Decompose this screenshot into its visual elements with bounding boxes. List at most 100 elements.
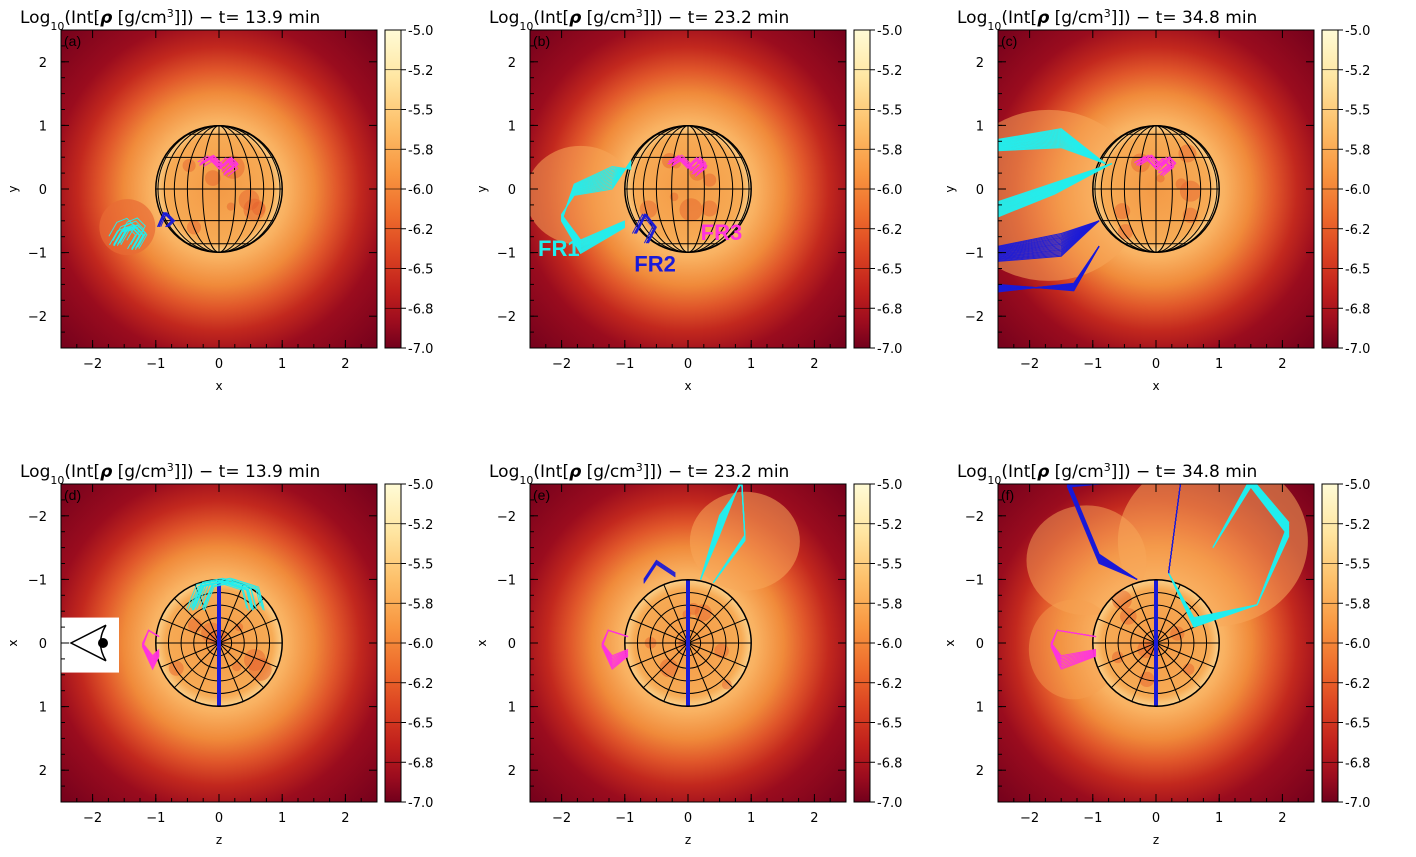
polar-spoke bbox=[687, 618, 747, 644]
polar-spoke bbox=[629, 642, 689, 668]
x-tick-label: −2 bbox=[83, 357, 102, 372]
colorbar-tick-label: -6.8 bbox=[408, 302, 433, 317]
polar-spoke bbox=[629, 618, 689, 644]
y-tick-label: 1 bbox=[508, 119, 516, 134]
fr2-field-line bbox=[160, 211, 176, 228]
active-region bbox=[679, 198, 703, 222]
panel-b: Log10(Int[ρ [g/cm3]]) − t= 23.2 minFR1FR… bbox=[475, 7, 902, 394]
y-tick-label: 2 bbox=[976, 764, 984, 779]
title-part: 3 bbox=[167, 461, 174, 474]
active-region bbox=[204, 170, 221, 186]
active-region bbox=[1120, 607, 1137, 625]
y-tick-label: 2 bbox=[39, 56, 47, 71]
panel-label: (b) bbox=[533, 33, 550, 49]
colorbar-tick-label: -5.0 bbox=[408, 478, 433, 493]
colorbar-tick-label: -5.5 bbox=[1345, 558, 1370, 573]
title-part: ]]) − t= bbox=[1111, 8, 1182, 28]
title-part: min bbox=[1220, 462, 1257, 482]
plot-area: FR1 FR2 FR3 bbox=[530, 30, 846, 348]
y-tick-label: −1 bbox=[28, 573, 47, 588]
fr2-label: FR2 bbox=[634, 252, 676, 277]
x-tick-label: 2 bbox=[341, 811, 349, 826]
x-tick-label: −1 bbox=[615, 357, 634, 372]
x-tick-label: 0 bbox=[684, 357, 692, 372]
fr1-field-line bbox=[561, 165, 632, 255]
title-part: ]]) − t= bbox=[1111, 462, 1182, 482]
fr3-field-line bbox=[668, 157, 704, 175]
y-axis-label: x bbox=[475, 639, 489, 646]
fr1-field-line bbox=[118, 224, 147, 248]
fr1-field-line bbox=[186, 579, 248, 609]
title-part: ρ bbox=[569, 8, 581, 28]
polar-spoke bbox=[687, 642, 713, 702]
title-part: ρ bbox=[1037, 8, 1049, 28]
polar-spoke bbox=[218, 597, 265, 644]
sun-limb bbox=[155, 125, 283, 253]
y-axis-label: x bbox=[6, 639, 20, 646]
polar-spoke bbox=[1097, 642, 1157, 668]
colorbar-tick-label: -5.8 bbox=[408, 597, 433, 612]
polar-spoke bbox=[642, 642, 689, 689]
fr1-field-line bbox=[194, 578, 256, 608]
colorbar-tick-label: -6.5 bbox=[877, 263, 902, 278]
colorbar-tick-label: -5.8 bbox=[408, 143, 433, 158]
colorbar-tick-label: -6.2 bbox=[1345, 677, 1370, 692]
fr2-field-line bbox=[633, 213, 655, 244]
active-region bbox=[714, 643, 729, 659]
colorbar-tick-label: -6.8 bbox=[877, 302, 902, 317]
title-part: ]]) − t= bbox=[643, 462, 714, 482]
title-part: Log bbox=[957, 8, 987, 28]
fr3-field-line bbox=[203, 154, 239, 172]
polar-spoke bbox=[173, 597, 220, 644]
colorbar-tick-label: -5.0 bbox=[1345, 24, 1370, 39]
title-part: [g/cm bbox=[1049, 462, 1103, 482]
y-tick-label: 1 bbox=[39, 701, 47, 716]
fr3-field-line bbox=[142, 629, 160, 671]
x-tick-label: −1 bbox=[146, 357, 165, 372]
colorbar-tick-label: -6.5 bbox=[1345, 263, 1370, 278]
title-part: 3 bbox=[1104, 7, 1111, 20]
polar-spoke bbox=[1097, 618, 1157, 644]
x-axis-label: z bbox=[1153, 833, 1159, 847]
panel-title: Log10(Int[ρ [g/cm3]]) − t= 13.9 min bbox=[20, 7, 320, 33]
observer-box bbox=[61, 617, 119, 673]
fr1-label: FR1 bbox=[538, 236, 580, 261]
polar-spoke bbox=[218, 584, 244, 644]
colorbar-tick-label: -6.0 bbox=[408, 183, 433, 198]
plot-area bbox=[998, 30, 1314, 348]
colorbar-tick-label: -5.2 bbox=[1345, 518, 1370, 533]
active-region bbox=[701, 200, 718, 217]
colorbar-tick-label: -6.8 bbox=[1345, 756, 1370, 771]
colorbar-tick-label: -5.5 bbox=[1345, 104, 1370, 119]
title-part: 34.8 bbox=[1182, 462, 1220, 482]
active-region bbox=[232, 661, 242, 672]
y-axis-label: x bbox=[943, 639, 957, 646]
colorbar-tick-label: -7.0 bbox=[1345, 796, 1370, 811]
colorbar-tick-label: -6.8 bbox=[877, 756, 902, 771]
panel-label: (e) bbox=[533, 487, 550, 503]
polar-spoke bbox=[687, 597, 734, 644]
y-tick-label: 1 bbox=[39, 119, 47, 134]
fr1-field-line bbox=[109, 226, 137, 250]
colorbar-tick-label: -7.0 bbox=[877, 796, 902, 811]
title-part: Log bbox=[489, 8, 519, 28]
y-axis-label: y bbox=[6, 185, 20, 192]
title-part: ρ bbox=[569, 462, 581, 482]
colorbar-tick-label: -6.8 bbox=[1345, 302, 1370, 317]
colorbar-tick-label: -5.0 bbox=[1345, 478, 1370, 493]
y-tick-label: −2 bbox=[965, 510, 984, 525]
title-part: [g/cm bbox=[112, 462, 166, 482]
title-part: Log bbox=[20, 8, 50, 28]
polar-spoke bbox=[687, 642, 747, 668]
active-region bbox=[1156, 174, 1165, 183]
fr1-field-line bbox=[1168, 486, 1290, 628]
panel-label: (d) bbox=[64, 487, 81, 503]
x-tick-label: 0 bbox=[1152, 357, 1160, 372]
active-region bbox=[639, 200, 658, 219]
y-tick-label: −1 bbox=[965, 573, 984, 588]
active-region bbox=[721, 679, 732, 690]
polar-spoke bbox=[173, 642, 220, 689]
x-axis-label: z bbox=[685, 833, 691, 847]
x-tick-label: −1 bbox=[615, 811, 634, 826]
panel-title: Log10(Int[ρ [g/cm3]]) − t= 34.8 min bbox=[957, 461, 1257, 487]
